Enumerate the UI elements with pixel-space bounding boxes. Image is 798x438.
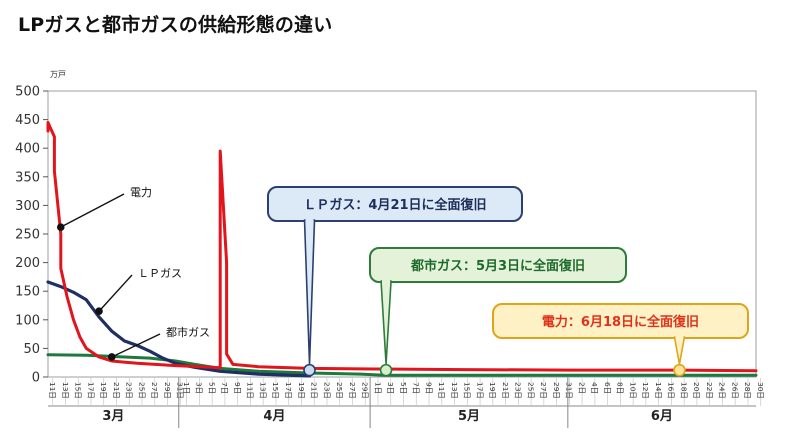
x-day-tick-label: 3日 <box>195 382 204 394</box>
x-day-tick-label: 7日 <box>412 382 421 394</box>
x-day-tick-label: 12日 <box>641 382 650 399</box>
x-day-tick-label: 3日 <box>386 382 395 394</box>
x-day-tick-label: 19日 <box>297 382 306 399</box>
series-line-electricity <box>46 121 758 373</box>
x-day-tick-label: 28日 <box>743 382 752 399</box>
x-day-tick-label: 17日 <box>475 382 484 399</box>
x-day-tick-label: 15日 <box>74 382 83 399</box>
y-unit-label: 万戸 <box>50 70 66 79</box>
x-day-tick-label: 21日 <box>310 382 319 399</box>
series-label-leader <box>60 193 125 228</box>
recovery-callout-text: 都市ガス：5月3日に全面復旧 <box>410 258 585 274</box>
x-day-tick-label: 23日 <box>322 382 331 399</box>
x-day-tick-label: 25日 <box>137 382 146 399</box>
recovery-callout-box <box>492 303 749 339</box>
month-label: 6月 <box>651 409 673 424</box>
y-tick-label: 500 <box>15 85 40 100</box>
x-day-tick-label: 9日 <box>424 382 433 394</box>
x-day-tick-label: 1日 <box>182 382 191 394</box>
recovery-callout-box <box>369 247 627 283</box>
x-day-tick-label: 27日 <box>539 382 548 399</box>
x-day-tick-label: 9日 <box>233 382 242 394</box>
x-day-tick-label: 15日 <box>463 382 472 399</box>
x-day-tick-label: 8日 <box>616 382 625 394</box>
x-day-tick-label: 26日 <box>730 382 739 399</box>
x-day-tick-label: 17日 <box>284 382 293 399</box>
series-label: ＬＰガス <box>138 267 182 280</box>
x-day-tick-label: 29日 <box>361 382 370 399</box>
y-tick-label: 450 <box>15 113 40 128</box>
y-tick-label: 250 <box>15 228 40 243</box>
x-day-tick-label: 20日 <box>692 382 701 399</box>
x-day-tick-label: 11日 <box>48 382 57 399</box>
y-tick-label: 150 <box>15 285 40 300</box>
x-day-tick-label: 11日 <box>437 382 446 399</box>
series-label-dot <box>95 307 103 316</box>
x-day-tick-label: 23日 <box>125 382 134 399</box>
x-day-tick-label: 5日 <box>399 382 408 394</box>
series-label-dot <box>107 353 116 361</box>
recovery-callout-text: 電力：6月18日に全面復旧 <box>542 314 699 330</box>
x-day-tick-label: 27日 <box>348 382 357 399</box>
y-tick-label: 100 <box>15 313 40 328</box>
month-label: 3月 <box>102 409 124 424</box>
x-day-tick-label: 21日 <box>501 382 510 399</box>
x-day-tick-label: 4日 <box>590 382 599 394</box>
recovery-callout-text: ＬＰガス：4月21日に全面復旧 <box>303 197 486 213</box>
x-day-tick-label: 17日 <box>86 382 95 399</box>
recovery-marker <box>303 363 316 377</box>
x-day-tick-label: 24日 <box>718 382 727 399</box>
x-day-tick-label: 18日 <box>679 382 688 399</box>
x-day-tick-label: 23日 <box>514 382 523 399</box>
series-label: 都市ガス <box>166 325 210 339</box>
x-day-tick-label: 16日 <box>667 382 676 399</box>
series-line-city-gas <box>46 353 758 377</box>
series-label-leader <box>111 333 161 358</box>
x-day-tick-label: 14日 <box>654 382 663 399</box>
x-day-tick-label: 10日 <box>628 382 637 399</box>
month-label: 5月 <box>458 409 480 424</box>
y-tick-label: 0 <box>32 371 40 386</box>
month-label: 4月 <box>263 409 285 424</box>
x-day-tick-label: 15日 <box>271 382 280 399</box>
recovery-callout-box <box>267 186 523 222</box>
y-tick-label: 400 <box>15 142 40 157</box>
x-day-tick-label: 31日 <box>176 382 185 399</box>
x-day-tick-label: 13日 <box>450 382 459 399</box>
y-tick-label: 300 <box>15 199 40 214</box>
x-day-tick-label: 30日 <box>756 382 765 399</box>
y-tick-label: 350 <box>15 170 40 185</box>
x-day-tick-label: 29日 <box>163 382 172 399</box>
recovery-marker <box>379 363 393 377</box>
x-day-tick-label: 13日 <box>61 382 70 399</box>
x-day-tick-label: 2日 <box>577 382 586 394</box>
series-label: 電力 <box>130 186 152 199</box>
y-tick-label: 200 <box>15 256 40 271</box>
series-label-leader <box>98 274 133 312</box>
x-day-tick-label: 27日 <box>150 382 159 399</box>
x-day-tick-label: 19日 <box>99 382 108 399</box>
x-day-tick-label: 29日 <box>552 382 561 399</box>
recovery-marker <box>673 363 686 377</box>
x-day-tick-label: 5日 <box>207 382 216 394</box>
page-title: LPガスと都市ガスの供給形態の違い <box>18 14 333 36</box>
x-day-tick-label: 11日 <box>246 382 255 399</box>
x-day-tick-label: 6日 <box>603 382 612 394</box>
x-day-tick-label: 7日 <box>220 382 229 394</box>
x-day-tick-label: 22日 <box>705 382 714 399</box>
series-label-dot <box>56 223 65 231</box>
x-day-tick-label: 21日 <box>112 382 121 399</box>
x-day-tick-label: 13日 <box>258 382 267 399</box>
y-tick-label: 50 <box>23 342 40 357</box>
x-day-tick-label: 19日 <box>488 382 497 399</box>
x-day-tick-label: 25日 <box>526 382 535 399</box>
x-day-tick-label: 1日 <box>373 382 382 394</box>
x-day-tick-label: 25日 <box>335 382 344 399</box>
x-day-tick-label: 31日 <box>565 382 574 399</box>
